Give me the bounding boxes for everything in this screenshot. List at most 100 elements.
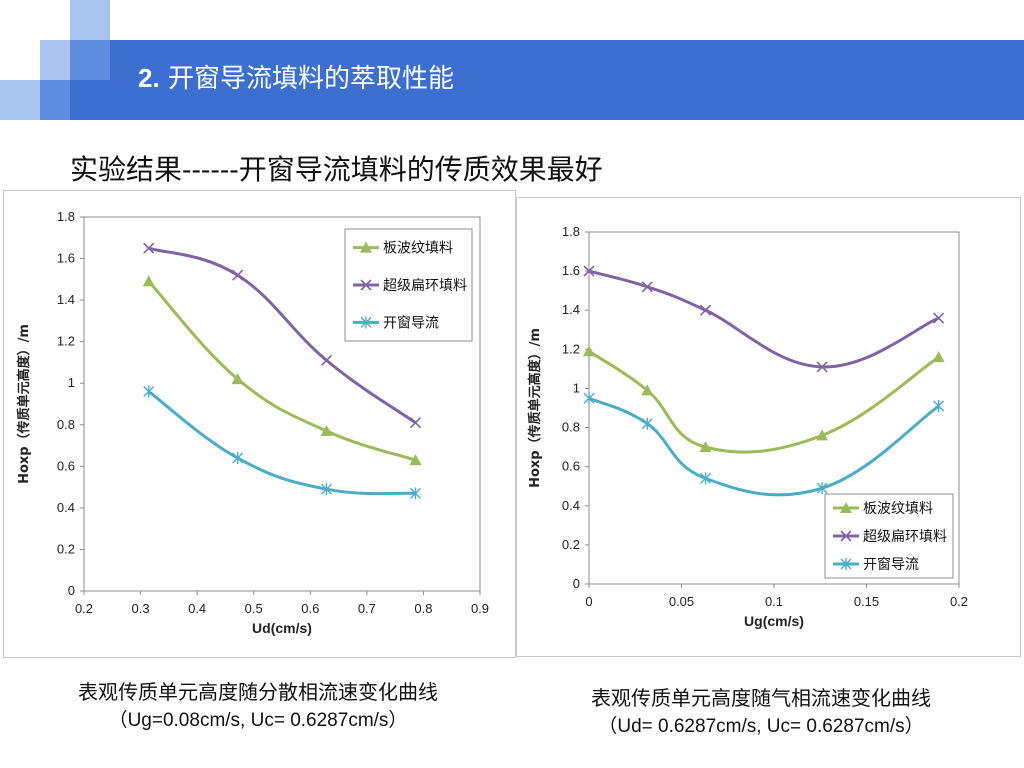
series-2 <box>583 265 945 373</box>
legend-item: 板波纹填料 <box>353 241 453 257</box>
legend-label: 板波纹填料 <box>863 501 933 517</box>
legend-item: 超级扁环填料 <box>353 278 467 294</box>
x-tick-label: 0.9 <box>471 601 489 616</box>
x-axis-label: Ug(cm/s) <box>744 613 804 629</box>
y-tick-label: 1.8 <box>57 209 75 224</box>
x-tick-label: 0.7 <box>358 601 376 616</box>
slide-title: 2. 开窗导流填料的萃取性能 <box>138 58 454 95</box>
series-line <box>588 350 940 454</box>
caption-line-1: 表观传质单元高度随分散相流速变化曲线 <box>78 680 438 704</box>
caption-line-2: （Ug=0.08cm/s, Uc= 0.6287cm/s） <box>108 710 408 731</box>
y-tick-label: 1.4 <box>57 292 75 307</box>
caption-line-1: 表观传质单元高度随气相流速变化曲线 <box>591 686 931 710</box>
data-point <box>840 502 852 513</box>
legend-label: 超级扁环填料 <box>863 529 947 545</box>
x-tick-label: 0.1 <box>765 594 783 609</box>
data-point <box>410 487 422 500</box>
data-point <box>641 384 654 396</box>
data-point <box>840 558 852 570</box>
series-line <box>148 246 417 424</box>
legend-item: 开窗导流 <box>353 314 439 331</box>
y-tick-label: 1.2 <box>57 334 75 349</box>
series-line <box>588 396 940 497</box>
x-tick-label: 0.05 <box>669 594 694 609</box>
data-point <box>641 417 653 430</box>
deco-square <box>70 0 110 40</box>
legend-label: 开窗导流 <box>383 314 439 331</box>
data-point <box>583 392 595 405</box>
header-bar <box>110 40 1024 120</box>
y-tick-label: 0.6 <box>562 459 580 474</box>
y-tick-label: 0 <box>68 583 75 598</box>
data-point <box>360 279 372 291</box>
y-tick-label: 0 <box>573 576 580 591</box>
series-3 <box>143 385 422 500</box>
x-tick-label: 0.8 <box>414 601 432 616</box>
y-tick-label: 0.2 <box>57 541 75 556</box>
y-tick-label: 1 <box>573 380 580 395</box>
x-tick-label: 0.6 <box>301 601 319 616</box>
caption-chart-2: 表观传质单元高度随气相流速变化曲线 （Ud= 0.6287cm/s, Uc= 0… <box>516 682 1006 738</box>
caption-line-2: （Ud= 0.6287cm/s, Uc= 0.6287cm/s） <box>598 716 924 737</box>
series-line <box>147 390 416 496</box>
x-tick-label: 0.2 <box>75 601 93 616</box>
data-point <box>320 425 333 437</box>
data-point <box>143 242 155 254</box>
y-tick-label: 1.4 <box>562 302 580 317</box>
data-point <box>641 281 653 293</box>
data-point <box>816 482 828 495</box>
data-point <box>360 316 372 329</box>
data-point <box>699 304 712 316</box>
legend-label: 板波纹填料 <box>383 241 453 257</box>
y-tick-label: 0.4 <box>57 500 75 515</box>
legend-item: 开窗导流 <box>833 556 919 573</box>
slide-subtitle: 实验结果------开窗导流填料的传质效果最好 <box>70 153 603 186</box>
data-point <box>816 361 828 373</box>
deco-square <box>70 40 110 80</box>
deco-square <box>0 80 40 120</box>
data-point <box>231 373 244 385</box>
series-2 <box>143 242 422 429</box>
y-tick-label: 0.6 <box>57 458 75 473</box>
y-tick-label: 0.8 <box>57 417 75 432</box>
chart-canvas: 00.20.40.60.811.21.41.61.80.2 0.3 0.4 0.5 0.… <box>16 209 489 636</box>
legend-label: 超级扁环填料 <box>383 278 467 294</box>
data-point <box>932 351 945 363</box>
data-point <box>583 265 595 277</box>
title-number: 2. <box>138 63 160 93</box>
series-1 <box>142 275 422 466</box>
y-axis-label: Hoxp（传质单元高度）/m <box>527 328 543 488</box>
data-point <box>933 312 945 324</box>
data-point <box>360 241 372 253</box>
data-point <box>320 354 333 366</box>
deco-square <box>40 80 70 120</box>
y-tick-label: 1.6 <box>562 263 580 278</box>
y-tick-label: 1.2 <box>562 341 580 356</box>
data-point <box>409 454 422 466</box>
deco-square <box>40 40 70 80</box>
legend-item: 板波纹填料 <box>833 501 933 517</box>
x-tick-label: 0.15 <box>854 594 879 609</box>
chart-hoxp-vs-ug: 0 0.2 0.4 0.6 0.8 1 1.2 1.4 1.6 1.8 0 0.05 0.1 0.15 0.… <box>516 197 1021 657</box>
x-tick-label: 0.2 <box>950 594 968 609</box>
x-axis-label: Ud(cm/s) <box>252 620 312 636</box>
data-point <box>142 275 155 287</box>
data-point <box>699 441 712 453</box>
x-tick-label: 0.3 <box>132 601 150 616</box>
chart-canvas: 0 0.2 0.4 0.6 0.8 1 1.2 1.4 1.6 1.8 0 0.05 0.1 0.15 0.… <box>527 224 968 629</box>
data-point <box>933 400 945 413</box>
legend-item: 超级扁环填料 <box>833 529 947 545</box>
data-point <box>409 417 422 429</box>
y-tick-label: 1.6 <box>57 251 75 266</box>
series-line <box>588 269 940 369</box>
x-tick-label: 0 <box>585 594 592 609</box>
y-tick-label: 1 <box>68 375 75 390</box>
data-point <box>700 472 712 485</box>
series-line <box>147 280 416 462</box>
x-tick-label: 0.4 <box>188 601 206 616</box>
y-tick-label: 1.8 <box>562 224 580 239</box>
data-point <box>583 345 595 357</box>
data-point <box>143 385 155 398</box>
